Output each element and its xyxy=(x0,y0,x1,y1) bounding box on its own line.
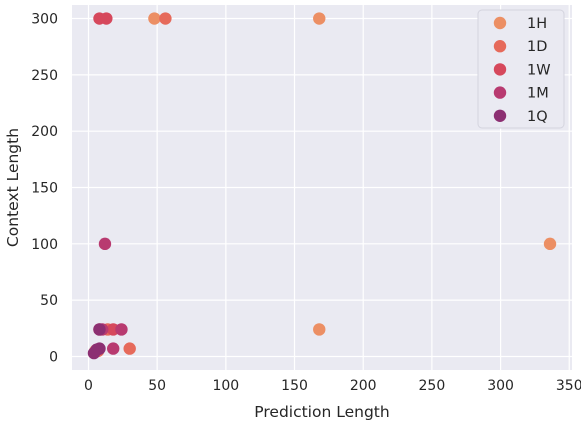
y-tick-labels: 0 50 100 150 200 250 300 xyxy=(31,12,58,366)
y-tick-label: 300 xyxy=(31,12,58,28)
data-point-1m xyxy=(98,237,112,251)
legend-label-1d: 1D xyxy=(527,39,547,55)
data-point-1q xyxy=(87,346,101,360)
data-points xyxy=(87,12,557,360)
x-tick-label: 150 xyxy=(281,378,308,394)
legend-marker-1d xyxy=(493,40,507,53)
data-point-1q xyxy=(93,323,106,336)
data-point-1d xyxy=(159,12,172,25)
y-tick-label: 50 xyxy=(40,293,58,309)
x-tick-label: 350 xyxy=(556,378,581,394)
y-tick-label: 200 xyxy=(31,124,58,140)
x-axis-label: Prediction Length xyxy=(254,403,389,421)
legend-box xyxy=(477,9,565,129)
data-point-1m xyxy=(115,323,128,336)
data-point-1d xyxy=(123,342,136,355)
x-tick-labels: 0 50 100 150 200 250 300 350 xyxy=(84,378,581,394)
legend-marker-1h xyxy=(493,16,507,30)
data-point-1h xyxy=(148,12,161,25)
x-tick-label: 300 xyxy=(487,378,514,394)
y-tick-label: 250 xyxy=(31,68,58,84)
legend: 1H 1D 1W 1M 1Q xyxy=(477,9,565,129)
y-tick-label: 150 xyxy=(31,181,58,197)
data-point-1h xyxy=(313,323,326,336)
x-tick-label: 0 xyxy=(84,378,93,394)
x-tick-label: 250 xyxy=(419,378,446,394)
legend-marker-1m xyxy=(493,86,507,99)
legend-label-1h: 1H xyxy=(527,16,547,32)
x-tick-label: 100 xyxy=(212,378,239,394)
data-point-1w xyxy=(100,12,113,25)
legend-label-1q: 1Q xyxy=(527,109,548,125)
legend-marker-1q xyxy=(493,109,507,123)
y-axis-label: Context Length xyxy=(4,128,22,247)
x-tick-label: 50 xyxy=(148,378,166,394)
data-point-1h xyxy=(313,12,326,25)
legend-marker-1w xyxy=(493,63,507,76)
x-tick-label: 200 xyxy=(350,378,377,394)
data-point-1m xyxy=(107,342,120,355)
data-point-1h xyxy=(543,237,557,251)
y-tick-label: 100 xyxy=(31,237,58,253)
legend-label-1w: 1W xyxy=(527,62,551,78)
legend-label-1m: 1M xyxy=(527,86,549,102)
y-tick-label: 0 xyxy=(49,349,58,365)
